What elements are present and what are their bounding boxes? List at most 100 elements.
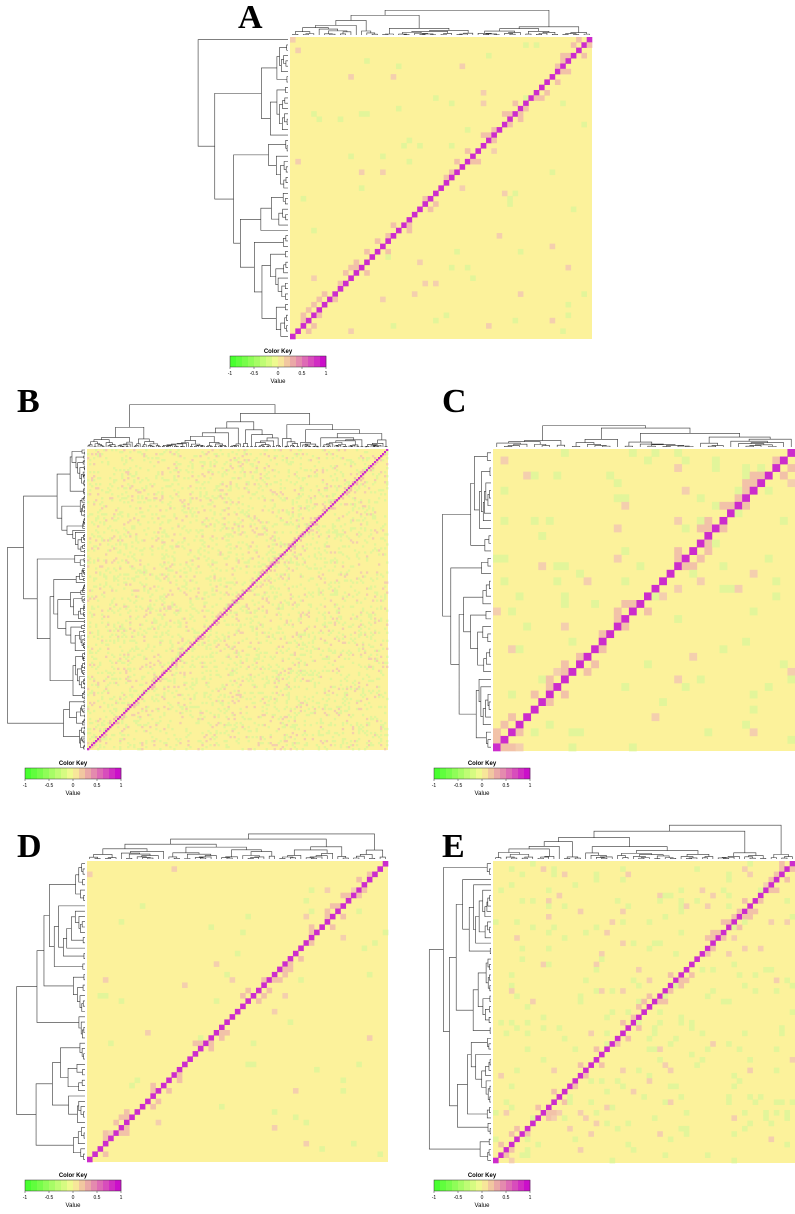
heatmap-cell — [215, 623, 218, 626]
heatmap-cell — [299, 537, 303, 540]
heatmap-cell — [143, 629, 146, 632]
heatmap-cell — [209, 643, 212, 646]
heatmap-cell — [307, 603, 311, 606]
heatmap-cell — [303, 631, 307, 634]
heatmap-cell — [189, 567, 192, 570]
heatmap-cell — [341, 553, 345, 556]
heatmap-cell — [167, 567, 170, 570]
heatmap-cell — [208, 924, 215, 930]
heatmap-cell — [169, 519, 172, 522]
heatmap-cell — [292, 1114, 299, 1121]
heatmap-cell — [199, 495, 202, 498]
heatmap-cell — [137, 541, 140, 544]
heatmap-cell — [151, 687, 154, 691]
heatmap-cell — [335, 465, 339, 468]
heatmap-cell — [704, 547, 713, 555]
heatmap-cell — [363, 703, 367, 707]
heatmap-cell — [309, 669, 313, 673]
heatmap-cell — [157, 699, 160, 703]
heatmap-cell — [239, 665, 242, 669]
heatmap-cell — [147, 627, 150, 630]
heatmap-cell — [249, 523, 252, 526]
heatmap-cell — [309, 475, 313, 478]
heatmap-cell — [417, 206, 423, 213]
heatmap-cell — [359, 475, 363, 478]
heatmap-cell — [225, 545, 228, 548]
heatmap-cell — [145, 497, 148, 500]
heatmap-cell — [137, 519, 140, 522]
heatmap-cell — [153, 499, 156, 502]
heatmap-cell — [329, 707, 333, 711]
heatmap-cell — [131, 693, 134, 697]
heatmap-cell — [331, 499, 335, 502]
heatmap-cell — [192, 1040, 199, 1047]
heatmap-cell — [357, 671, 361, 675]
heatmap-cell — [375, 677, 379, 681]
heatmap-cell — [229, 547, 232, 550]
heatmap-cell — [187, 739, 190, 743]
heatmap-cell — [331, 559, 335, 562]
heatmap-cell — [201, 677, 204, 681]
heatmap-cell — [269, 627, 272, 630]
heatmap-cell — [121, 719, 124, 723]
color-key-swatch — [440, 768, 447, 779]
heatmap-cell — [123, 581, 126, 584]
heatmap-cell — [179, 533, 182, 536]
heatmap-cell — [295, 481, 298, 484]
heatmap-cell — [289, 715, 292, 719]
heatmap-cell — [704, 539, 713, 548]
heatmap-cell — [193, 555, 196, 558]
heatmap-cell — [147, 589, 150, 592]
heatmap-cell — [163, 577, 166, 580]
heatmap-cell — [371, 549, 375, 552]
heatmap-cell — [185, 709, 188, 713]
heatmap-cell — [261, 691, 264, 695]
heatmap-cell — [159, 663, 162, 667]
heatmap-cell — [161, 473, 164, 476]
heatmap-cell — [223, 739, 226, 743]
heatmap-cell — [363, 517, 367, 520]
heatmap-cell — [150, 1103, 156, 1110]
heatmap-cell — [255, 735, 258, 739]
heatmap-cell — [191, 677, 194, 681]
heatmap-cell — [363, 651, 367, 654]
heatmap-cell — [227, 705, 230, 709]
heatmap-cell — [263, 527, 266, 530]
heatmap-cell — [123, 737, 126, 741]
heatmap-cell — [135, 489, 138, 492]
heatmap-cell — [201, 665, 204, 669]
heatmap-cell — [313, 517, 317, 520]
heatmap-cell — [191, 463, 194, 466]
heatmap-cell — [271, 499, 274, 502]
heatmap-cell — [285, 743, 288, 747]
heatmap-cell — [301, 453, 305, 456]
heatmap-cell — [305, 649, 309, 652]
heatmap-cell — [237, 533, 240, 536]
heatmap-cell — [233, 583, 236, 586]
heatmap-cell — [123, 533, 126, 536]
heatmap-cell — [175, 493, 178, 496]
heatmap-cell — [99, 521, 102, 524]
heatmap-cell — [217, 485, 220, 488]
heatmap-cell — [93, 739, 96, 743]
heatmap-cell — [321, 657, 325, 660]
heatmap-cell — [265, 485, 268, 488]
heatmap-cell — [355, 701, 359, 705]
heatmap-cell — [364, 270, 370, 276]
heatmap-cell — [127, 651, 130, 654]
heatmap-cell — [151, 621, 154, 624]
heatmap-cell — [373, 461, 377, 464]
heatmap-cell — [179, 455, 182, 458]
heatmap-cell — [271, 713, 274, 717]
heatmap-cell — [329, 559, 333, 562]
heatmap-cell — [335, 519, 339, 522]
heatmap-cell — [173, 733, 176, 737]
heatmap-cell — [369, 623, 373, 626]
heatmap-cell — [295, 697, 298, 701]
heatmap-cell — [380, 169, 386, 176]
heatmap-cell — [255, 471, 258, 474]
heatmap-cell — [357, 729, 361, 733]
heatmap-cell — [247, 561, 250, 564]
heatmap-cell — [241, 715, 244, 719]
heatmap-cell — [93, 677, 96, 681]
